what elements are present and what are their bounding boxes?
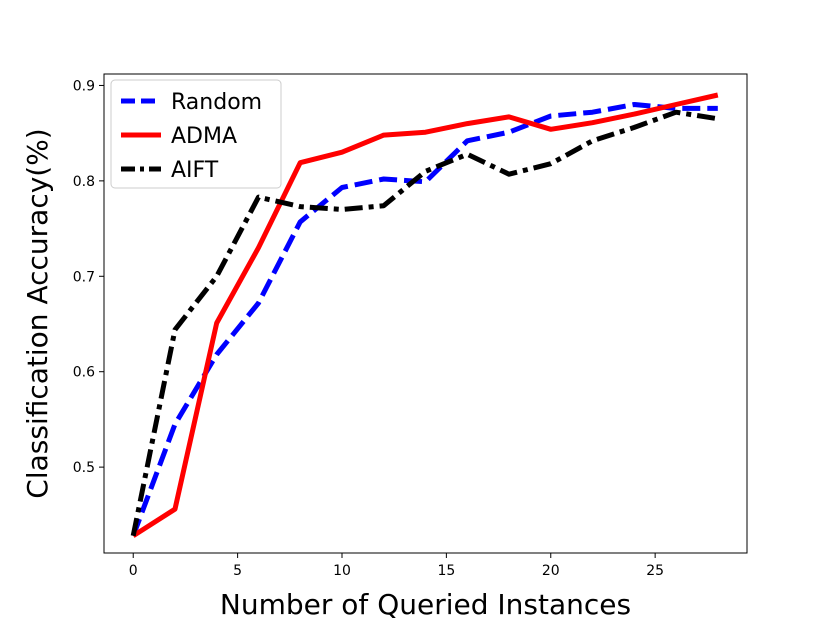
legend: Random ADMA AIFT xyxy=(110,79,282,189)
plot-frame xyxy=(103,73,748,554)
legend-label-random: Random xyxy=(171,90,262,115)
series-line-aift xyxy=(130,109,719,537)
y-axis-label: Classification Accuracy(%) xyxy=(21,128,54,498)
x-tick-label: 15 xyxy=(437,563,455,579)
x-tick-label: 10 xyxy=(333,563,351,579)
x-tick-label: 25 xyxy=(646,563,664,579)
series-line-adma xyxy=(131,92,719,538)
legend-label-aift: AIFT xyxy=(171,158,219,183)
legend-box xyxy=(110,79,282,189)
y-tick-label: 0.7 xyxy=(73,269,95,285)
x-tick-label: 0 xyxy=(129,563,138,579)
x-tick-label: 5 xyxy=(233,563,242,579)
y-tick-label: 0.6 xyxy=(73,365,95,381)
ticks-layer: 0 5 10 15 20 25 0.5 0.6 0.7 0.8 0.9 xyxy=(73,78,664,579)
series-layer xyxy=(130,92,719,538)
series-line-random xyxy=(130,102,718,537)
y-tick-label: 0.9 xyxy=(73,78,95,94)
x-tick-label: 20 xyxy=(542,563,560,579)
y-tick-label: 0.8 xyxy=(73,174,95,190)
x-axis-label: Number of Queried Instances xyxy=(220,588,631,621)
y-tick-label: 0.5 xyxy=(73,460,95,476)
legend-label-adma: ADMA xyxy=(171,124,237,149)
